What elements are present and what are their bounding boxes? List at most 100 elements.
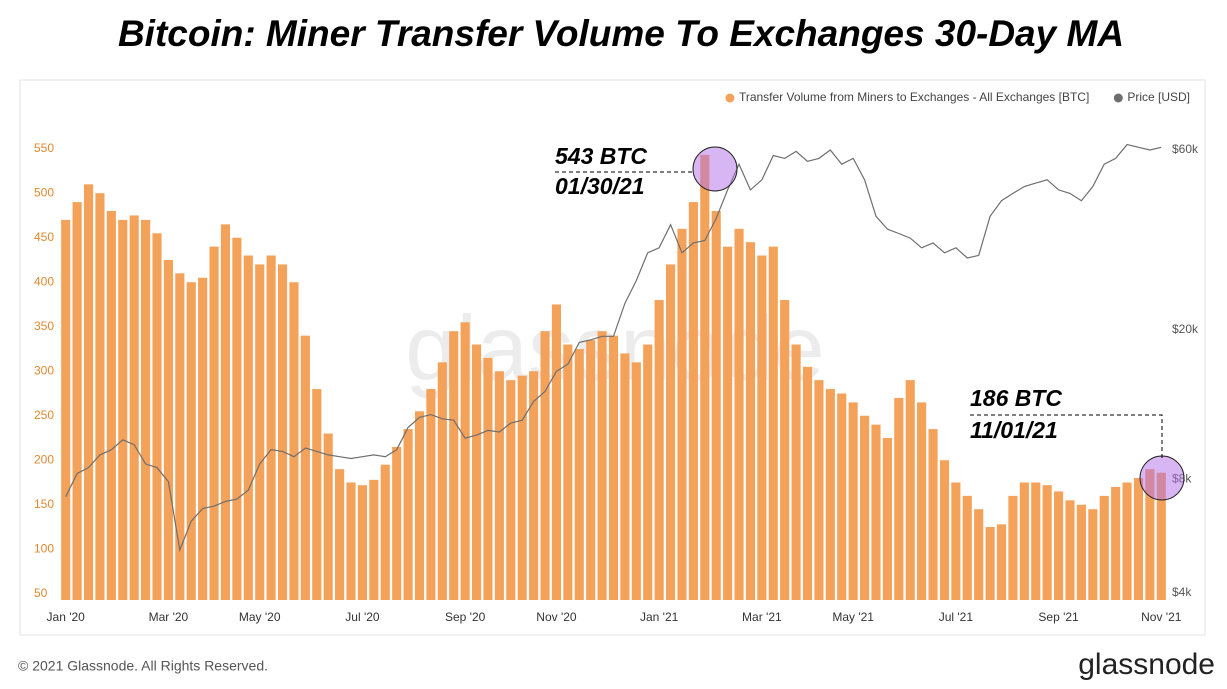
- x-tick-label: Mar '21: [742, 610, 782, 624]
- logo: glassnode: [1078, 648, 1215, 681]
- bar: [768, 246, 778, 600]
- bar: [95, 193, 105, 601]
- bar: [620, 353, 630, 600]
- bar: [186, 282, 196, 600]
- bar: [791, 344, 801, 600]
- y-tick-label: 50: [34, 586, 48, 600]
- highlight-circle: [1139, 455, 1185, 501]
- legend-label: Transfer Volume from Miners to Exchanges…: [739, 90, 1089, 104]
- annotation: 186 BTC: [970, 385, 1062, 411]
- y-tick-label: 300: [34, 363, 54, 377]
- bar: [700, 154, 710, 600]
- bar: [608, 335, 619, 600]
- bar: [802, 366, 813, 600]
- bar: [837, 393, 847, 600]
- y-tick-label: 500: [34, 185, 54, 199]
- bar: [83, 184, 94, 600]
- bar: [357, 485, 367, 600]
- bar: [1031, 482, 1041, 600]
- bar: [175, 273, 185, 600]
- x-tick-label: Sep '20: [445, 610, 486, 624]
- bar: [312, 389, 322, 600]
- y-tick-label: 550: [34, 141, 54, 155]
- bar: [1099, 495, 1109, 600]
- bar: [471, 344, 482, 600]
- x-tick-label: Mar '20: [149, 610, 189, 624]
- y-tick-label: 250: [34, 408, 54, 422]
- bar: [540, 331, 550, 600]
- bar: [677, 228, 687, 600]
- bar: [711, 211, 721, 600]
- bar: [380, 464, 390, 600]
- annotation: 11/01/21: [970, 417, 1058, 443]
- bar: [346, 482, 356, 600]
- bar: [882, 437, 892, 600]
- bar: [255, 264, 265, 600]
- bar: [414, 411, 425, 600]
- bar: [631, 362, 641, 600]
- footer: © 2021 Glassnode. All Rights Reserved.: [18, 658, 268, 674]
- bar: [494, 371, 504, 600]
- bar: [220, 224, 231, 600]
- bar: [1065, 500, 1075, 600]
- bar: [392, 446, 402, 600]
- bar: [643, 344, 653, 600]
- y-tick-label: 200: [34, 452, 54, 466]
- y-tick-label: 350: [34, 319, 54, 333]
- bar: [209, 246, 219, 600]
- x-tick-label: Sep '21: [1038, 610, 1079, 624]
- bar: [198, 277, 208, 600]
- bar: [323, 433, 333, 600]
- x-tick-label: Nov '21: [1141, 610, 1182, 624]
- bar: [574, 348, 584, 600]
- bar: [825, 389, 835, 600]
- bar: [1088, 509, 1098, 600]
- bar: [688, 202, 698, 600]
- bar: [723, 246, 733, 600]
- bar: [917, 402, 927, 600]
- bar: [996, 524, 1007, 600]
- bar: [426, 389, 436, 600]
- bar: [1122, 482, 1132, 600]
- bar: [141, 219, 151, 600]
- y2-tick-label: $20k: [1172, 322, 1199, 336]
- bar: [1019, 482, 1029, 600]
- legend-swatch: [725, 93, 735, 103]
- bar: [118, 219, 128, 600]
- bar: [529, 371, 539, 600]
- bar: [974, 509, 984, 600]
- x-tick-label: Jan '21: [640, 610, 679, 624]
- bar: [437, 362, 447, 600]
- bar: [871, 424, 881, 600]
- annotation: 543 BTC: [555, 143, 647, 169]
- legend-label: Price [USD]: [1127, 90, 1190, 104]
- annotation: 01/30/21: [555, 173, 645, 199]
- bar: [860, 415, 870, 600]
- bar: [1133, 478, 1144, 600]
- bar: [654, 300, 664, 600]
- bar: [266, 255, 276, 601]
- bar: [1042, 485, 1052, 600]
- bar: [243, 255, 253, 601]
- bar: [734, 228, 744, 600]
- bar: [962, 495, 972, 600]
- bar: [152, 233, 162, 600]
- bar: [517, 375, 527, 600]
- y-tick-label: 150: [34, 497, 54, 511]
- bar: [72, 202, 82, 600]
- bar: [335, 469, 345, 600]
- bar: [939, 460, 950, 600]
- bar: [894, 397, 904, 600]
- bar: [403, 429, 413, 600]
- bar: [951, 482, 961, 600]
- bar: [1145, 469, 1155, 600]
- bar: [757, 255, 767, 601]
- plot: 50100150200250300350400450500550$4k$8k$2…: [34, 90, 1199, 624]
- bar: [1076, 504, 1086, 600]
- bar: [483, 357, 493, 600]
- bar: [1111, 486, 1121, 600]
- legend-swatch: [1113, 93, 1123, 103]
- bar: [1156, 472, 1166, 600]
- bar: [460, 322, 470, 600]
- bar: [928, 429, 938, 600]
